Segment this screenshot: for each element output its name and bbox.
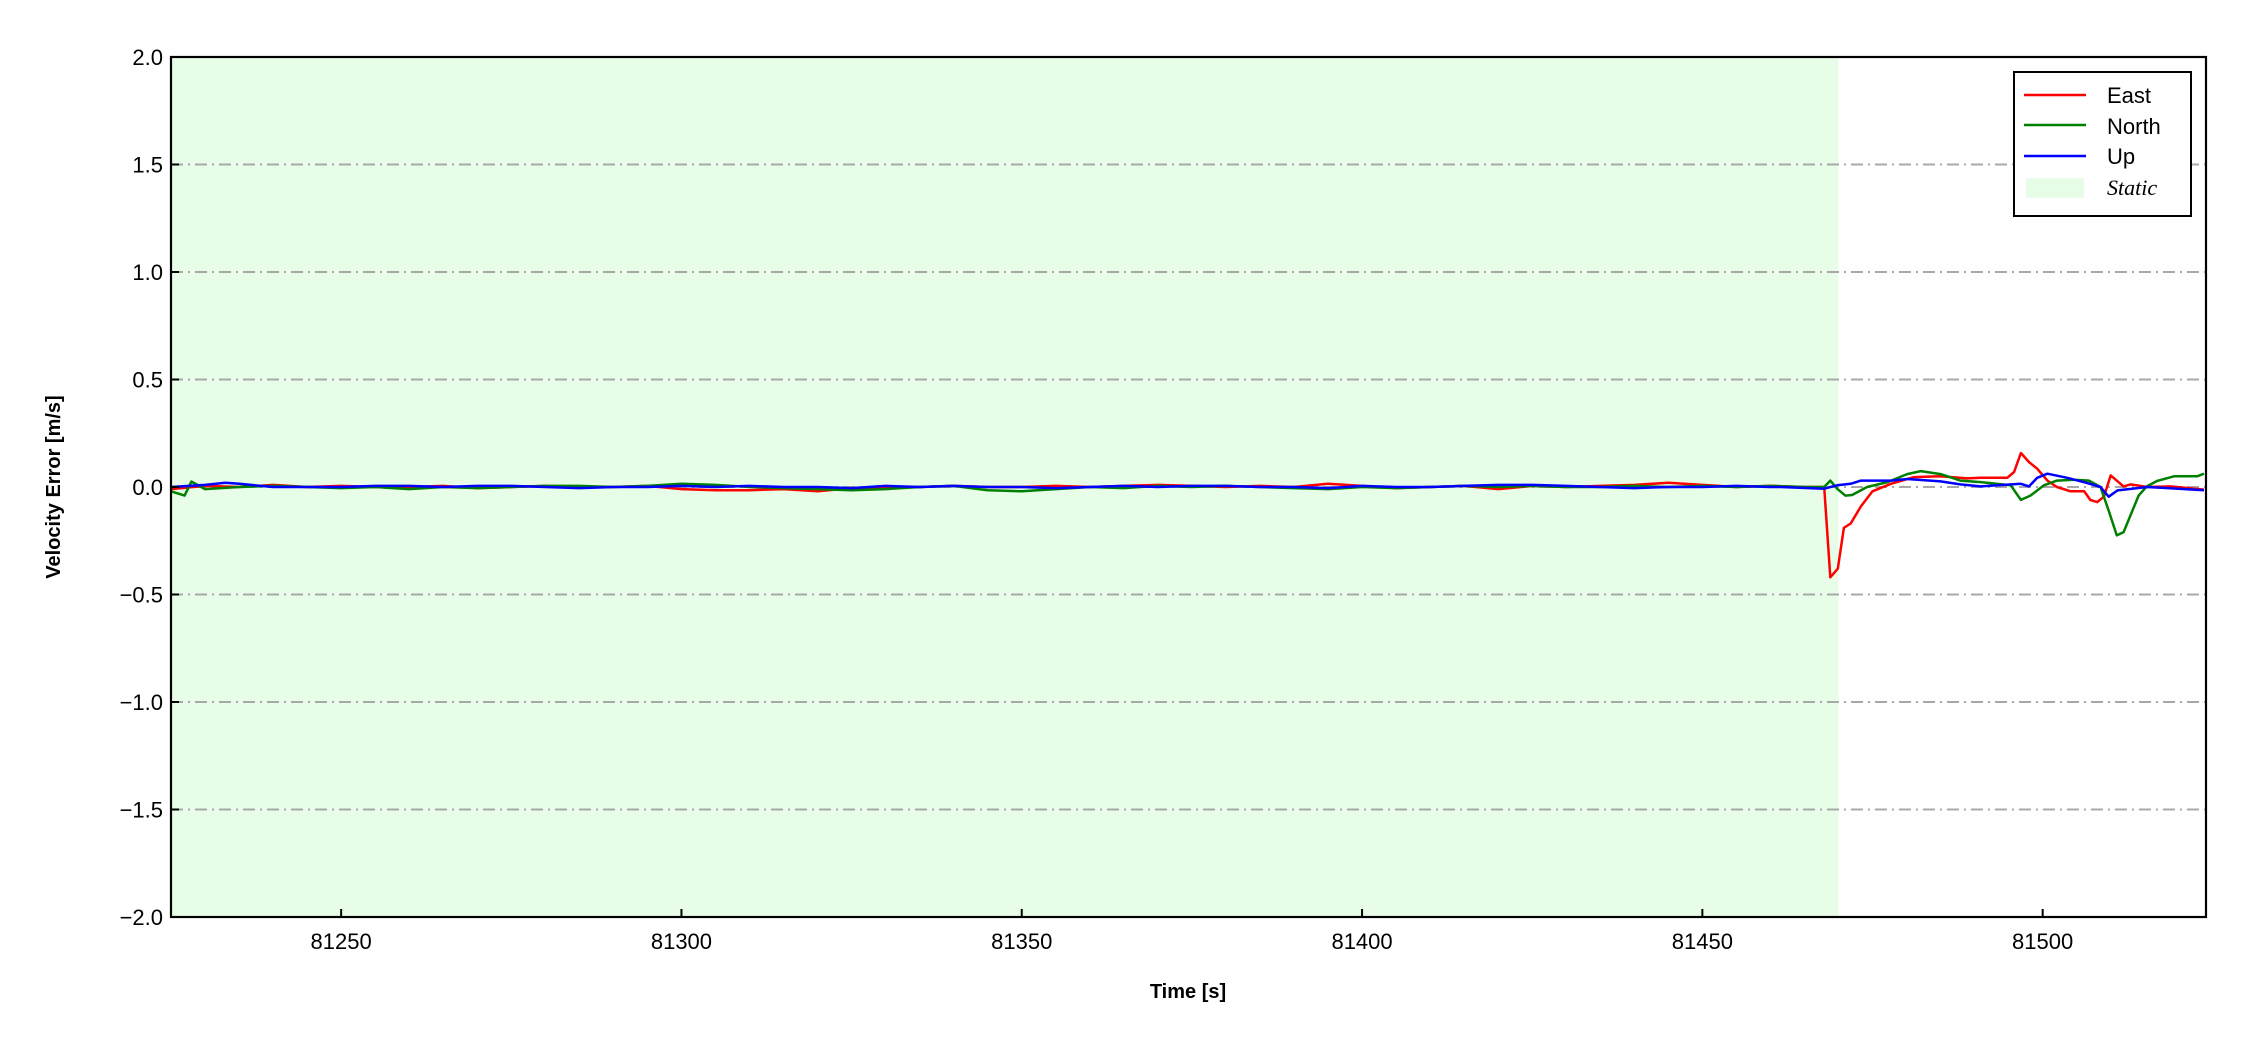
- series-line-up: [170, 472, 2205, 498]
- y-tick-label: 0.5: [132, 368, 163, 393]
- x-tick-label: 81500: [2012, 929, 2073, 954]
- x-tick-label: 81250: [311, 929, 372, 954]
- y-axis-label: Velocity Error [m/s]: [43, 395, 65, 578]
- legend-static-label: Static: [2107, 175, 2157, 200]
- x-tick-label: 81300: [651, 929, 712, 954]
- y-tick-label: 2.0: [132, 45, 163, 70]
- x-tick-label: 81350: [991, 929, 1052, 954]
- legend-north-label: North: [2107, 114, 2161, 139]
- legend: East North Up Static: [2013, 71, 2192, 217]
- legend-static-swatch: [2026, 178, 2084, 198]
- x-tick-label: 81400: [1331, 929, 1392, 954]
- y-tick-label: 0.0: [132, 475, 163, 500]
- y-tick-label: −1.5: [120, 798, 163, 823]
- x-tick-label: 81450: [1672, 929, 1733, 954]
- x-axis-label: Time [s]: [1150, 981, 1226, 1003]
- legend-up-label: Up: [2107, 144, 2135, 169]
- y-tick-label: 1.5: [132, 153, 163, 178]
- y-tick-label: −2.0: [120, 905, 163, 930]
- y-tick-label: −1.0: [120, 690, 163, 715]
- legend-east-label: East: [2107, 83, 2151, 108]
- y-tick-label: 1.0: [132, 260, 163, 285]
- y-tick-label: −0.5: [120, 583, 163, 608]
